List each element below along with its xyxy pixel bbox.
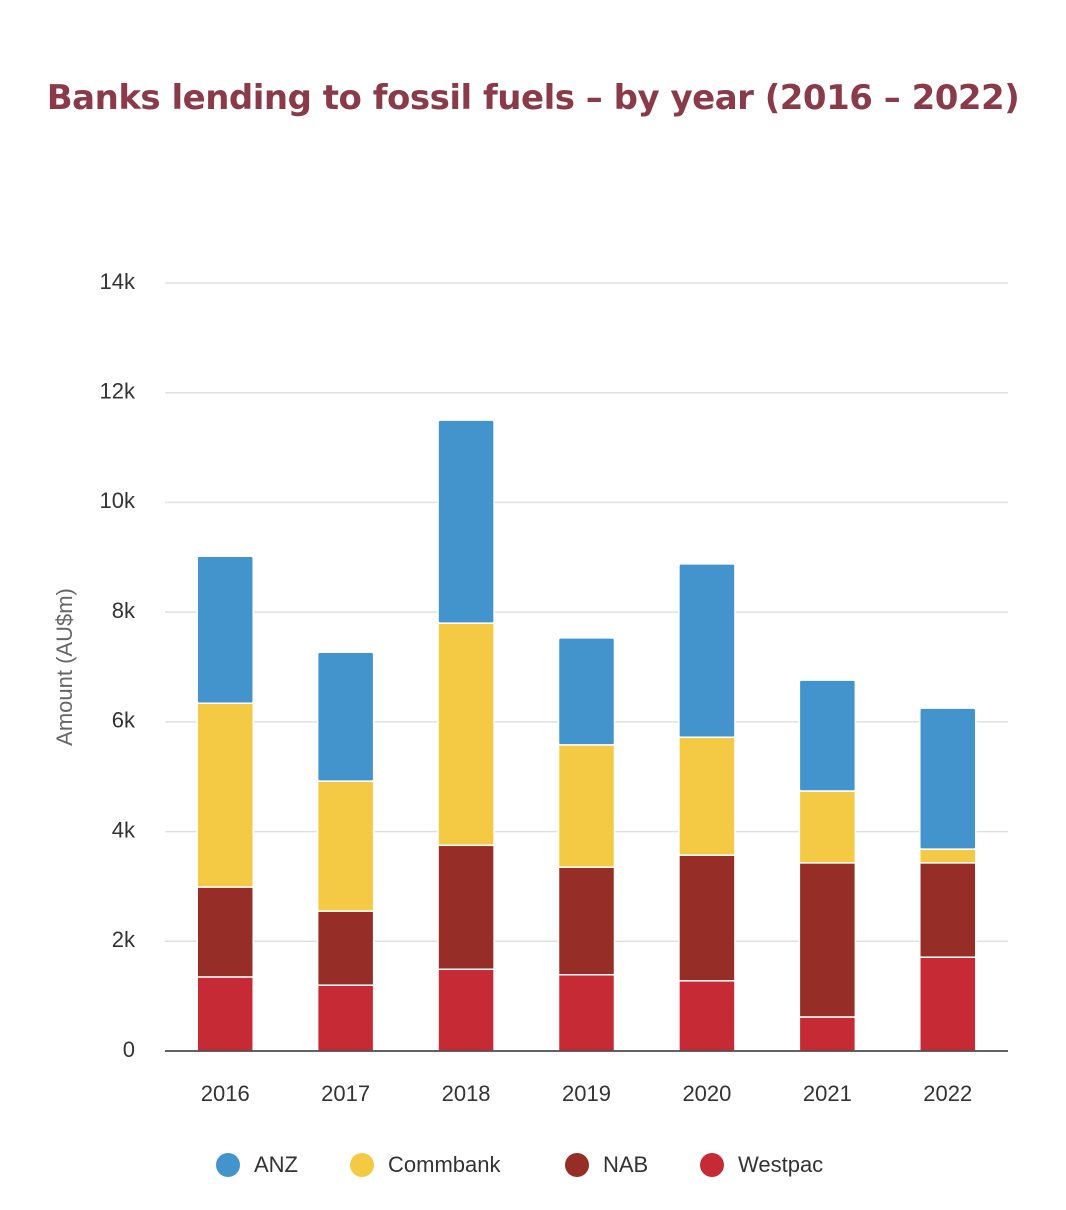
bar-segment bbox=[316, 910, 375, 986]
bar-segment bbox=[557, 637, 616, 746]
legend-marker bbox=[700, 1153, 724, 1177]
bar-segment bbox=[316, 780, 375, 912]
bar-segment bbox=[557, 744, 616, 868]
y-tick-label: 6k bbox=[112, 708, 136, 733]
bar-segment bbox=[919, 848, 977, 864]
legend-label[interactable]: ANZ bbox=[254, 1152, 298, 1177]
bar-segment bbox=[437, 419, 495, 624]
bar-segment bbox=[798, 790, 857, 864]
bar-segment bbox=[437, 844, 495, 971]
bar-segment bbox=[678, 854, 736, 982]
y-tick-label: 14k bbox=[100, 269, 136, 294]
x-tick-label: 2021 bbox=[803, 1081, 852, 1106]
legend-marker bbox=[565, 1153, 589, 1177]
bar-segment bbox=[196, 886, 254, 978]
bar-segment bbox=[919, 956, 977, 1052]
x-tick-label: 2020 bbox=[682, 1081, 731, 1106]
bar-segment bbox=[437, 622, 495, 847]
bar-segment bbox=[678, 563, 736, 738]
y-axis-title: Amount (AU$m) bbox=[52, 588, 77, 746]
bar-segment bbox=[557, 866, 616, 976]
x-tick-label: 2022 bbox=[923, 1081, 972, 1106]
y-tick-label: 8k bbox=[112, 598, 136, 623]
x-tick-label: 2018 bbox=[442, 1081, 491, 1106]
bar-segment bbox=[316, 984, 375, 1052]
y-tick-label: 4k bbox=[112, 817, 136, 842]
chart-title: Banks lending to fossil fuels – by year … bbox=[46, 78, 1020, 118]
bar-segment bbox=[437, 968, 495, 1052]
bar-segment bbox=[798, 862, 857, 1018]
bar-segment bbox=[919, 707, 977, 850]
y-tick-label: 10k bbox=[100, 488, 136, 513]
legend-label[interactable]: Commbank bbox=[388, 1152, 501, 1177]
legend-marker bbox=[216, 1153, 240, 1177]
legend-marker bbox=[350, 1153, 374, 1177]
bar-segment bbox=[316, 651, 375, 782]
legend-label[interactable]: NAB bbox=[603, 1152, 648, 1177]
bar-segment bbox=[798, 1016, 857, 1052]
bar-segment bbox=[557, 973, 616, 1052]
legend-label[interactable]: Westpac bbox=[738, 1152, 823, 1177]
y-tick-label: 12k bbox=[100, 379, 136, 404]
x-tick-label: 2019 bbox=[562, 1081, 611, 1106]
bar-segment bbox=[196, 702, 254, 888]
x-tick-label: 2017 bbox=[321, 1081, 370, 1106]
bar-segment bbox=[919, 862, 977, 958]
bar-segment bbox=[196, 976, 254, 1052]
y-tick-label: 0 bbox=[123, 1037, 135, 1062]
bar-segment bbox=[678, 980, 736, 1052]
bar-segment bbox=[678, 736, 736, 856]
bar-segment bbox=[798, 679, 857, 792]
bar-segment bbox=[196, 555, 254, 704]
y-tick-label: 2k bbox=[112, 927, 136, 952]
x-tick-label: 2016 bbox=[201, 1081, 250, 1106]
